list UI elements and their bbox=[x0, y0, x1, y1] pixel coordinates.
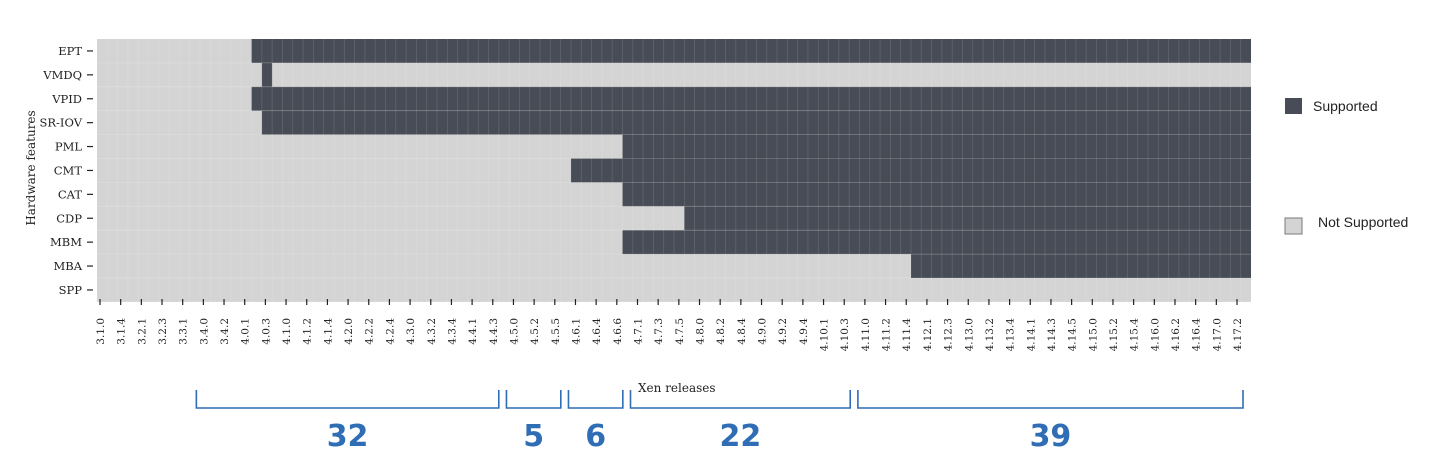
x-tick-label: 4.7.1 bbox=[632, 318, 644, 345]
x-tick-label: 4.17.2 bbox=[1232, 318, 1244, 351]
x-tick-label: 3.2.1 bbox=[136, 318, 148, 345]
x-tick-label: 4.4.1 bbox=[467, 318, 479, 345]
x-tick-label: 4.0.3 bbox=[260, 318, 272, 345]
annotation-count: 32 bbox=[327, 419, 369, 454]
x-tick-label: 3.4.2 bbox=[219, 318, 231, 345]
x-tick-label: 4.8.2 bbox=[715, 318, 727, 345]
x-tick-label: 4.11.0 bbox=[860, 318, 872, 351]
x-tick-label: 4.10.3 bbox=[839, 318, 851, 351]
legend-swatch-supported bbox=[1285, 98, 1302, 114]
x-tick-label: 4.3.4 bbox=[446, 318, 458, 345]
x-tick-label: 4.2.4 bbox=[384, 318, 396, 345]
legend-label-supported: Supported bbox=[1313, 98, 1378, 114]
x-tick-label: 4.10.1 bbox=[819, 318, 831, 351]
cell-supported-cat bbox=[622, 182, 1251, 207]
x-tick-label: 4.15.0 bbox=[1087, 318, 1099, 351]
x-tick-label: 4.13.2 bbox=[984, 318, 996, 351]
feature-label-spp: SPP bbox=[59, 283, 83, 297]
x-tick-label: 4.9.2 bbox=[777, 318, 789, 345]
x-tick-label: 4.5.0 bbox=[508, 318, 520, 345]
x-tick-label: 4.6.4 bbox=[591, 318, 603, 345]
cell-supported-sr-iov bbox=[261, 110, 1251, 135]
x-tick-label: 4.8.0 bbox=[695, 318, 707, 345]
feature-label-vmdq: VMDQ bbox=[42, 68, 82, 82]
cell-supported-vmdq bbox=[261, 62, 273, 87]
cell-supported-ept bbox=[251, 39, 1251, 63]
x-tick-label: 4.1.4 bbox=[322, 318, 334, 345]
x-tick-label: 4.15.2 bbox=[1108, 318, 1120, 351]
legend: Supported Not Supported bbox=[1284, 98, 1408, 235]
annotation-count: 6 bbox=[585, 419, 606, 454]
x-tick-label: 4.16.2 bbox=[1170, 318, 1182, 351]
x-tick-label: 4.7.5 bbox=[674, 318, 686, 345]
annotation-count: 22 bbox=[719, 419, 761, 454]
x-tick-label: 3.1.4 bbox=[116, 318, 128, 345]
x-tick-label: 4.4.3 bbox=[488, 318, 500, 345]
cell-supported-mbm bbox=[622, 230, 1251, 255]
annotation-count: 39 bbox=[1030, 419, 1072, 454]
x-tick-label: 4.7.3 bbox=[653, 318, 665, 345]
x-tick-label: 4.17.0 bbox=[1211, 318, 1223, 351]
feature-label-mbm: MBM bbox=[50, 235, 82, 249]
cell-supported-cmt bbox=[570, 158, 1251, 183]
feature-label-ept: EPT bbox=[58, 44, 82, 58]
x-tick-label: 4.3.2 bbox=[426, 318, 438, 345]
x-tick-label: 4.3.0 bbox=[405, 318, 417, 345]
x-tick-label: 4.5.5 bbox=[550, 318, 562, 345]
x-tick-label: 4.13.0 bbox=[963, 318, 975, 351]
x-tick-label: 4.1.0 bbox=[281, 318, 293, 345]
x-tick-label: 4.6.1 bbox=[570, 318, 582, 345]
x-tick-label: 4.12.1 bbox=[922, 318, 934, 351]
x-tick-label: 4.8.4 bbox=[736, 318, 748, 345]
x-tick-label: 3.1.0 bbox=[95, 318, 107, 345]
feature-labels: EPT VMDQ VPID SR-IOV PML CMT CAT CDP MBM MBA SPP bbox=[40, 44, 93, 297]
x-tick-label: 4.11.2 bbox=[881, 318, 893, 351]
cell-supported-pml bbox=[622, 134, 1251, 159]
x-tick-label: 4.16.0 bbox=[1149, 318, 1161, 351]
x-tick-label: 4.15.4 bbox=[1129, 318, 1141, 352]
feature-label-cmt: CMT bbox=[54, 163, 83, 177]
annotation-bracket bbox=[629, 390, 852, 409]
legend-swatch-not-supported bbox=[1284, 217, 1303, 235]
x-tick-label: 4.9.0 bbox=[757, 318, 769, 345]
feature-label-mba: MBA bbox=[53, 259, 82, 273]
x-tick-label: 3.2.3 bbox=[157, 318, 169, 345]
x-tick-label: 4.6.6 bbox=[612, 318, 624, 345]
x-tick-label: 4.2.0 bbox=[343, 318, 355, 345]
annotation-bracket bbox=[857, 390, 1244, 409]
x-tick-label: 4.14.5 bbox=[1067, 318, 1079, 351]
x-tick-label: 4.2.2 bbox=[364, 318, 376, 345]
x-tick-label: 3.3.1 bbox=[178, 318, 190, 345]
y-axis-title: Hardware features bbox=[24, 110, 38, 225]
x-tick-label: 4.0.1 bbox=[240, 318, 252, 345]
feature-label-pml: PML bbox=[55, 140, 83, 154]
x-tick-label: 4.14.1 bbox=[1025, 318, 1037, 351]
annotation-count: 5 bbox=[523, 419, 544, 454]
annotation-bracket bbox=[195, 390, 500, 409]
x-tick-label: 4.9.4 bbox=[798, 318, 810, 345]
x-tick-label: 3.4.0 bbox=[198, 318, 210, 345]
annotation-bracket bbox=[567, 390, 624, 409]
feature-label-sr-iov: SR-IOV bbox=[40, 116, 83, 130]
x-tick-label: 4.5.2 bbox=[529, 318, 541, 345]
x-axis-title: Xen releases bbox=[638, 381, 716, 395]
x-tick-label: 4.1.2 bbox=[302, 318, 314, 345]
cell-supported-mba bbox=[910, 254, 1251, 278]
heatmap-cells bbox=[97, 39, 1251, 302]
x-tick-label: 4.14.3 bbox=[1046, 318, 1058, 351]
x-tick-label: 4.13.4 bbox=[1005, 318, 1017, 352]
feature-label-cdp: CDP bbox=[56, 211, 82, 225]
x-tick-label: 4.12.3 bbox=[943, 318, 955, 351]
release-count-annotations: 32 5 6 22 39 bbox=[195, 390, 1244, 454]
cell-supported-cdp bbox=[684, 206, 1251, 231]
feature-label-vpid: VPID bbox=[51, 92, 82, 106]
x-tick-label: 4.16.4 bbox=[1191, 318, 1203, 352]
x-tick-labels: 3.1.0 3.1.4 3.2.1 3.2.3 3.3.1 3.4.0 3.4.2 4.0.1… bbox=[95, 299, 1244, 351]
x-tick-label: 4.11.4 bbox=[901, 318, 913, 352]
cell-supported-vpid bbox=[251, 86, 1251, 111]
annotation-bracket bbox=[505, 390, 562, 409]
feature-label-cat: CAT bbox=[58, 187, 82, 201]
legend-label-not-supported: Not Supported bbox=[1318, 214, 1408, 230]
